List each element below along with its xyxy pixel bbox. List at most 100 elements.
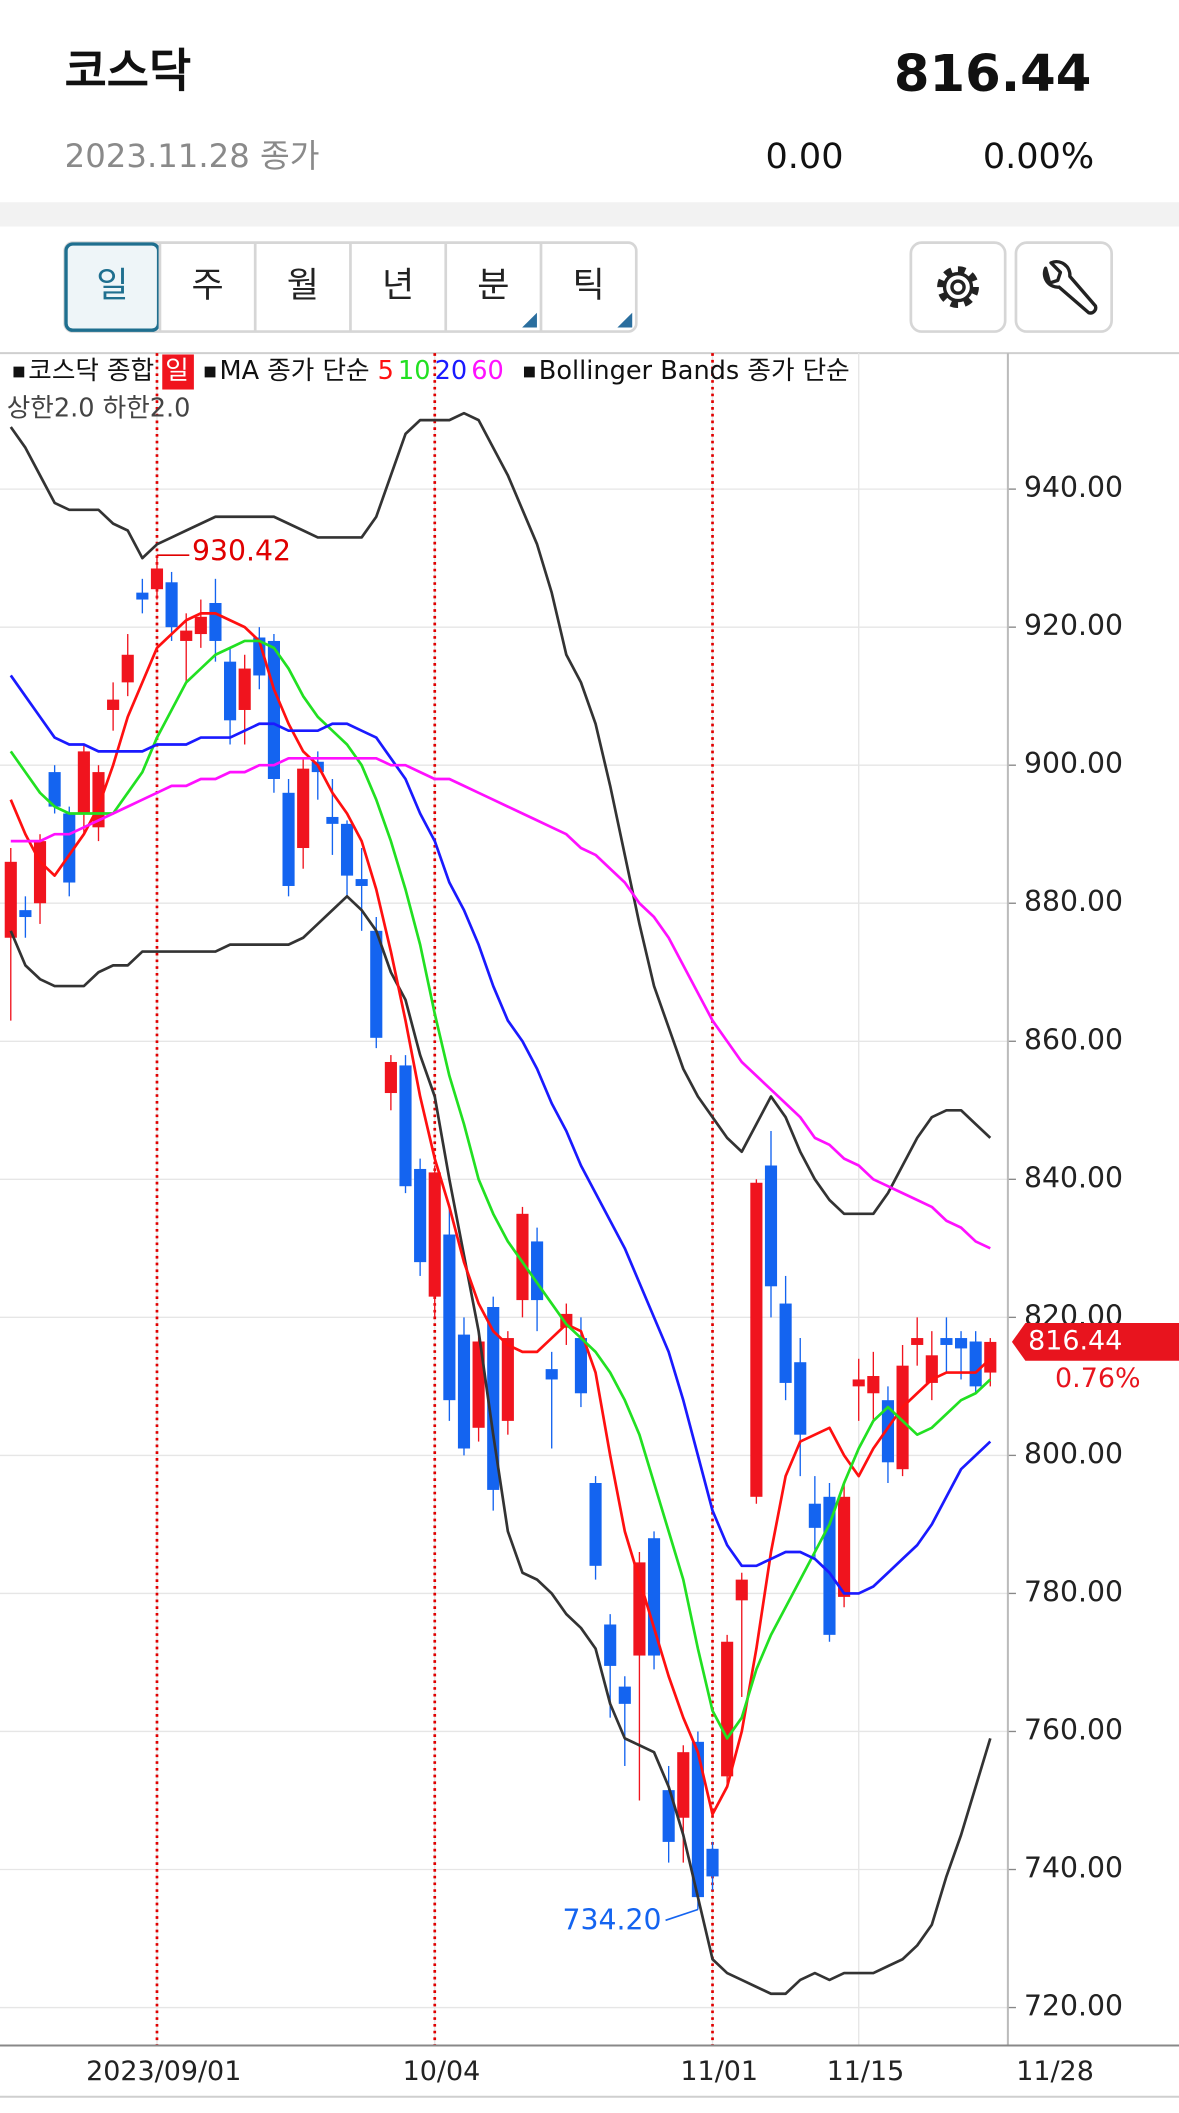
legend-ma: MA 종가 단순: [219, 356, 369, 386]
candle-body: [706, 1848, 719, 1877]
tab[interactable]: 월: [253, 242, 319, 332]
candle-body: [969, 1341, 982, 1387]
change: 0.00: [766, 136, 844, 177]
candle-body: [472, 1341, 485, 1428]
gear-body: [942, 271, 974, 303]
candle-body: [443, 1234, 456, 1401]
candle-body: [267, 640, 280, 779]
candle-body: [355, 879, 368, 886]
candle-body: [48, 772, 61, 807]
candle-body: [297, 768, 310, 849]
legend-ma-period: 20: [435, 356, 468, 386]
tab[interactable]: 분: [444, 242, 537, 332]
x-tick-label: 10/04: [403, 2056, 481, 2087]
high-label: 930.42: [192, 535, 291, 568]
candle-body: [238, 668, 251, 710]
candle-body: [764, 1165, 778, 1287]
candle-body: [677, 1752, 690, 1818]
candle-body: [224, 661, 237, 721]
candle-body: [823, 1496, 836, 1635]
y-tick-label: 800.00: [1024, 1437, 1123, 1470]
candle-body: [531, 1241, 544, 1301]
candle-body: [165, 582, 178, 628]
candle-body: [107, 699, 120, 710]
y-tick-label: 880.00: [1024, 885, 1123, 918]
button-frame: [1014, 241, 1113, 333]
tab-label: 월: [287, 265, 319, 306]
tab[interactable]: 주: [158, 242, 224, 332]
candle-body: [589, 1482, 602, 1566]
tab[interactable]: 일: [64, 242, 161, 332]
y-tick-label: 760.00: [1024, 1713, 1123, 1746]
low-marker: [665, 1908, 699, 1922]
y-tick-label: 860.00: [1024, 1023, 1123, 1056]
candle-body: [925, 1355, 938, 1383]
legend-ma-period: 10: [398, 356, 431, 386]
y-tick-label: 900.00: [1024, 747, 1123, 780]
chart: 720.00740.00760.00780.00800.00820.00840.…: [0, 352, 1179, 2098]
separator: [0, 202, 1179, 227]
moving-average: [9, 639, 992, 1740]
candle-body: [618, 1686, 631, 1704]
legend-bullet: [13, 366, 25, 378]
candle-body: [911, 1338, 924, 1345]
last-price-tag: [1011, 1323, 1179, 1361]
candle-body: [779, 1303, 792, 1383]
candle-body: [881, 1400, 895, 1463]
candle-body: [19, 910, 32, 918]
index-name: 코스닥: [65, 44, 191, 98]
legend-bollinger: Bollinger Bands 종가 단순: [539, 356, 850, 386]
y-tick-label: 920.00: [1024, 609, 1123, 642]
legend-main: 코스닥 종합: [28, 356, 154, 386]
candle-body: [370, 930, 383, 1038]
candle-body: [487, 1306, 500, 1490]
candle-body: [414, 1168, 427, 1263]
candle-body: [852, 1379, 865, 1387]
x-tick-label: 11/01: [680, 2056, 758, 2087]
bollinger-lower: [9, 894, 992, 1996]
candle-body: [33, 841, 47, 904]
candle-body: [662, 1790, 675, 1842]
candle-body: [384, 1061, 397, 1094]
candle-body: [794, 1362, 807, 1435]
candle-body: [604, 1624, 617, 1666]
index-price: 816.44: [894, 44, 1092, 104]
x-tick-label: 2023/09/01: [86, 2056, 241, 2087]
tools-button[interactable]: [1014, 241, 1113, 333]
candle-body: [808, 1503, 821, 1528]
tab-label: 틱: [573, 265, 605, 306]
candle-body: [121, 654, 134, 683]
candle-body: [750, 1182, 763, 1497]
tab-label: 년: [382, 265, 414, 306]
candle-body: [4, 861, 17, 938]
x-tick-label: 11/28: [1016, 2056, 1094, 2087]
candle-body: [501, 1338, 514, 1421]
candle-body: [721, 1641, 734, 1777]
candle-body: [180, 630, 193, 641]
candle-body: [516, 1213, 529, 1301]
candle-body: [954, 1338, 968, 1349]
candle-body: [574, 1338, 588, 1394]
candle-body: [209, 602, 222, 641]
low-label: 734.20: [563, 1904, 662, 1937]
candle-body: [545, 1369, 558, 1380]
y-tick-label: 940.00: [1024, 471, 1123, 504]
y-tick-label: 840.00: [1024, 1161, 1123, 1194]
settings-button[interactable]: [909, 241, 1007, 333]
candle-body: [428, 1172, 441, 1297]
y-tick-label: 720.00: [1024, 1990, 1123, 2023]
tab[interactable]: 년: [349, 242, 414, 332]
candle-body: [340, 823, 354, 876]
candle-body: [399, 1065, 412, 1187]
close-date: 2023.11.28 종가: [65, 137, 320, 175]
legend-ma-period: 5: [378, 356, 394, 386]
candle-body: [136, 592, 149, 600]
bollinger-upper: [9, 411, 992, 1216]
y-tick-label: 740.00: [1024, 1852, 1123, 1885]
legend-period: 일: [165, 356, 189, 386]
tab-label: 분: [477, 265, 509, 306]
candle-body: [647, 1538, 661, 1656]
